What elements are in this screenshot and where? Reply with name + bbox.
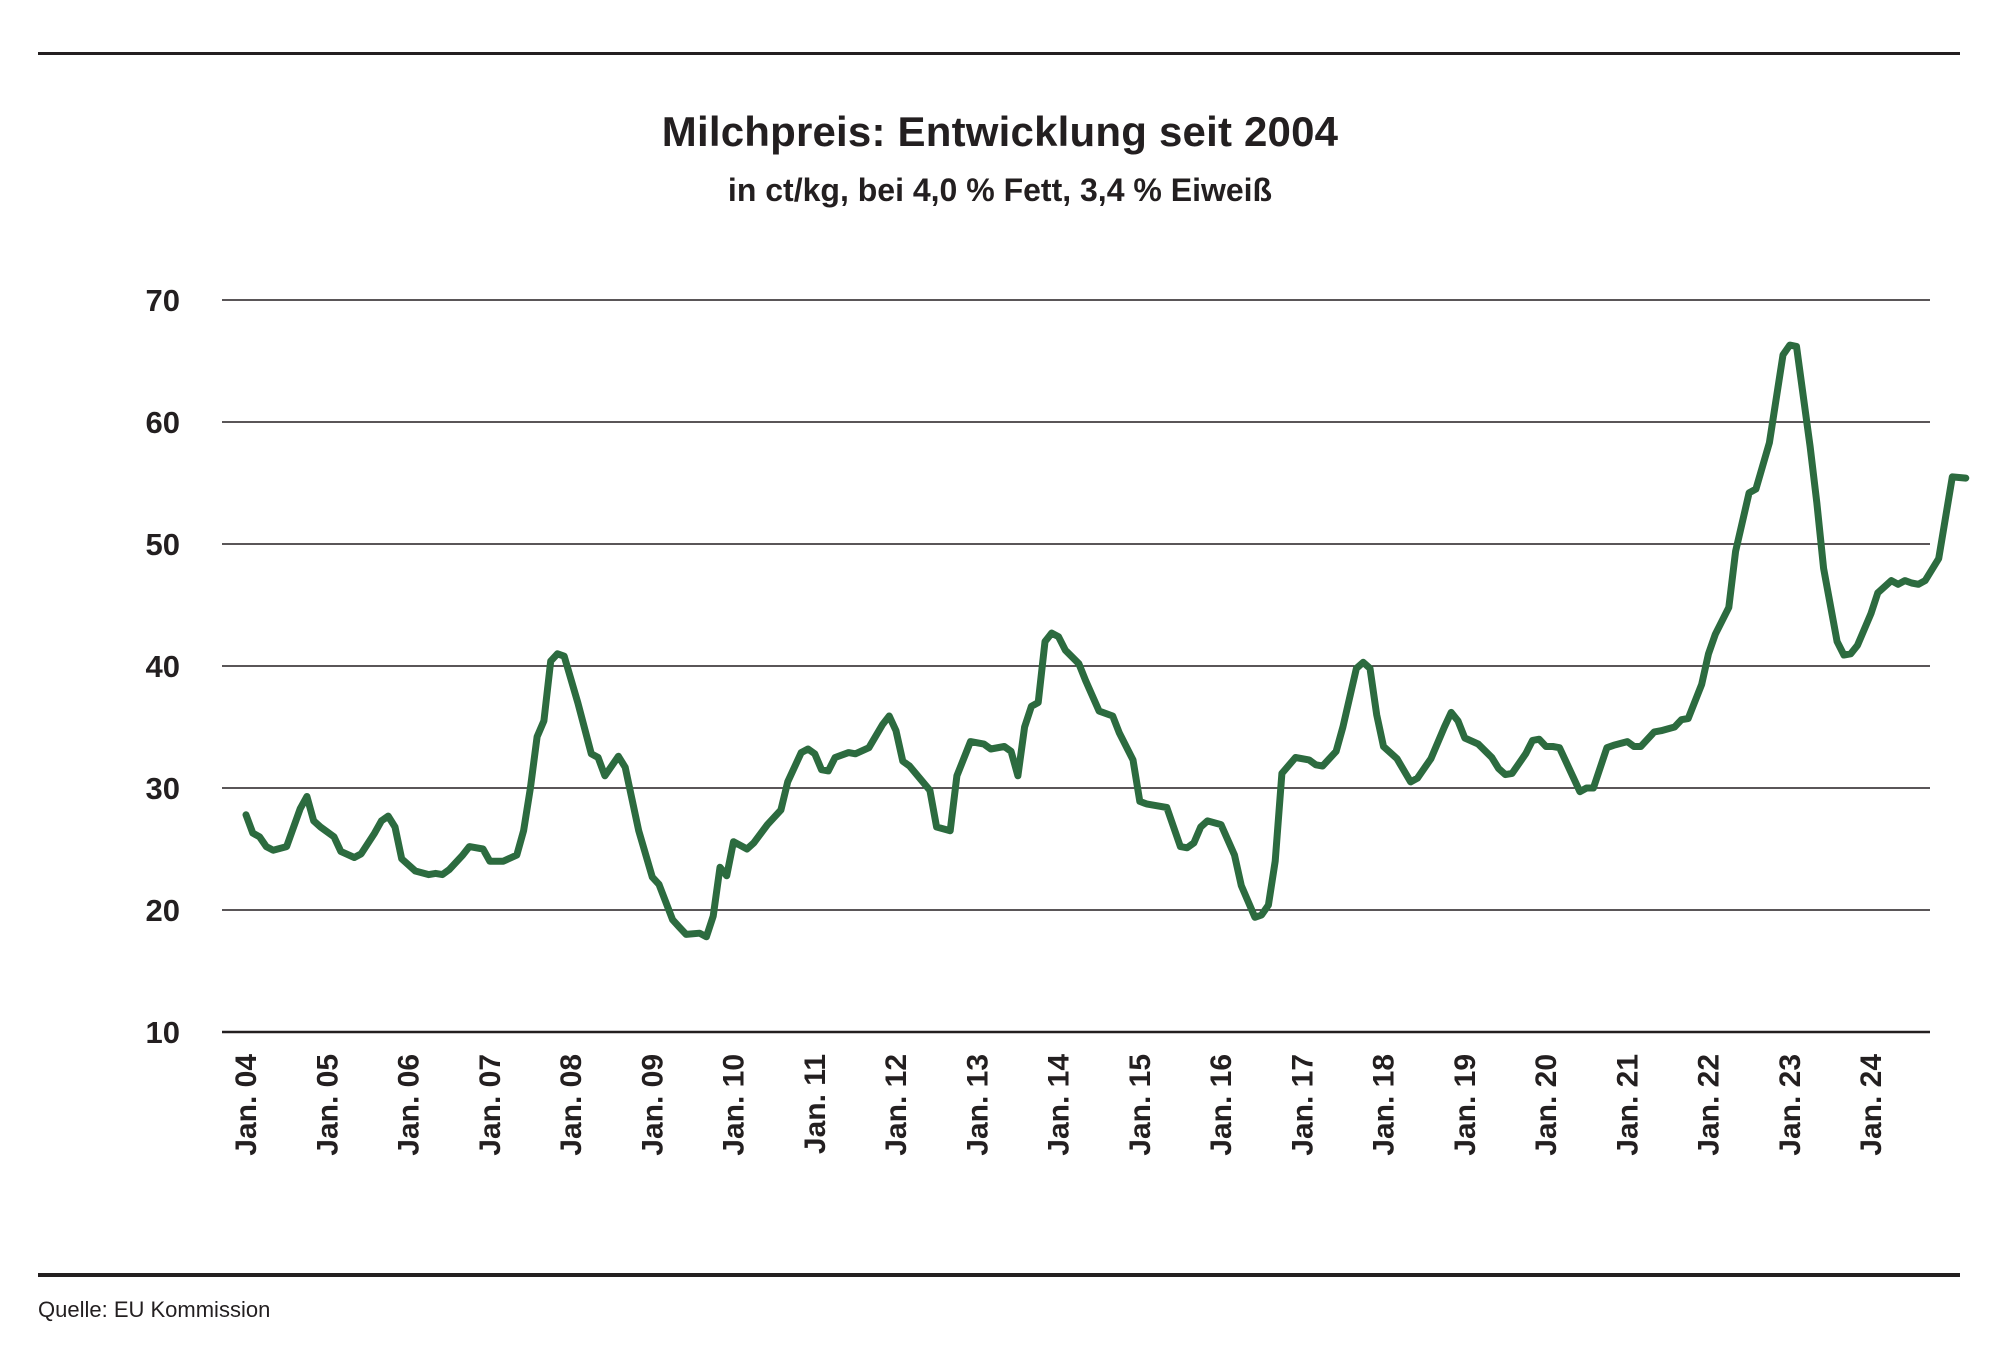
- x-tick-label: Jan. 04: [230, 1054, 263, 1156]
- x-tick-label: Jan. 11: [799, 1054, 832, 1154]
- y-tick-label: 40: [146, 649, 180, 684]
- x-tick-label: Jan. 12: [880, 1054, 913, 1156]
- x-tick-label: Jan. 07: [474, 1054, 507, 1156]
- x-tick-label: Jan. 15: [1124, 1054, 1157, 1156]
- x-tick-label: Jan. 24: [1855, 1054, 1888, 1156]
- y-tick-label: 10: [146, 1015, 180, 1050]
- x-tick-label: Jan. 20: [1530, 1054, 1563, 1156]
- x-tick-label: Jan. 06: [393, 1054, 426, 1156]
- y-tick-label: 30: [146, 771, 180, 806]
- x-tick-label: Jan. 13: [961, 1054, 994, 1156]
- x-tick-label: Jan. 19: [1449, 1054, 1482, 1156]
- source-note: Quelle: EU Kommission: [38, 1297, 271, 1322]
- x-tick-label: Jan. 16: [1205, 1054, 1238, 1156]
- x-tick-label: Jan. 08: [555, 1054, 588, 1156]
- y-tick-label: 60: [146, 405, 180, 440]
- x-tick-label: Jan. 10: [718, 1054, 751, 1156]
- x-tick-label: Jan. 05: [311, 1054, 344, 1156]
- price-line: [242, 341, 1970, 941]
- x-tick-label: Jan. 18: [1368, 1054, 1401, 1156]
- y-tick-label: 50: [146, 527, 180, 562]
- x-tick-label: Jan. 22: [1693, 1054, 1726, 1156]
- x-tick-label: Jan. 23: [1774, 1054, 1807, 1156]
- x-tick-label: Jan. 21: [1611, 1054, 1644, 1156]
- top-rule: [38, 52, 1960, 55]
- y-tick-label: 70: [146, 283, 180, 318]
- chart-title: Milchpreis: Entwicklung seit 2004: [661, 108, 1339, 155]
- chart-subtitle: in ct/kg, bei 4,0 % Fett, 3,4 % Eiweiß: [727, 172, 1273, 208]
- x-tick-label: Jan. 09: [636, 1054, 669, 1156]
- x-tick-label: Jan. 17: [1286, 1054, 1319, 1156]
- y-tick-label: 20: [146, 893, 180, 928]
- bottom-rule: [38, 1273, 1960, 1277]
- x-tick-label: Jan. 14: [1043, 1054, 1076, 1156]
